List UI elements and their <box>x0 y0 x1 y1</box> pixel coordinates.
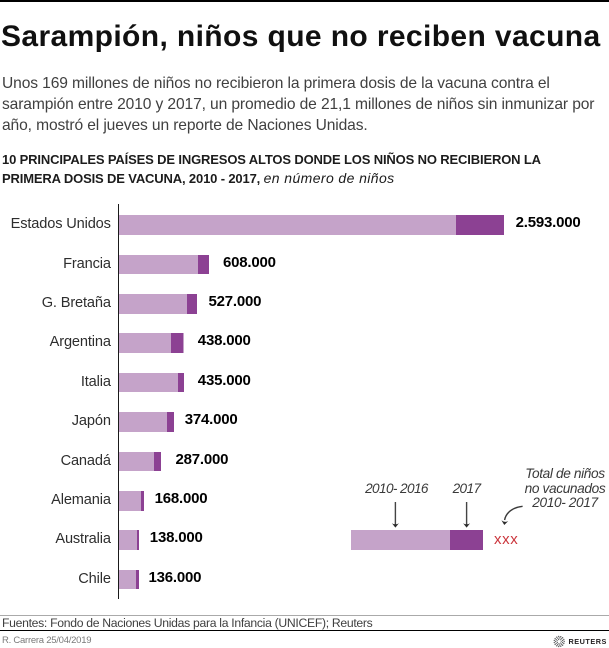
svg-text:REUTERS: REUTERS <box>569 637 607 646</box>
